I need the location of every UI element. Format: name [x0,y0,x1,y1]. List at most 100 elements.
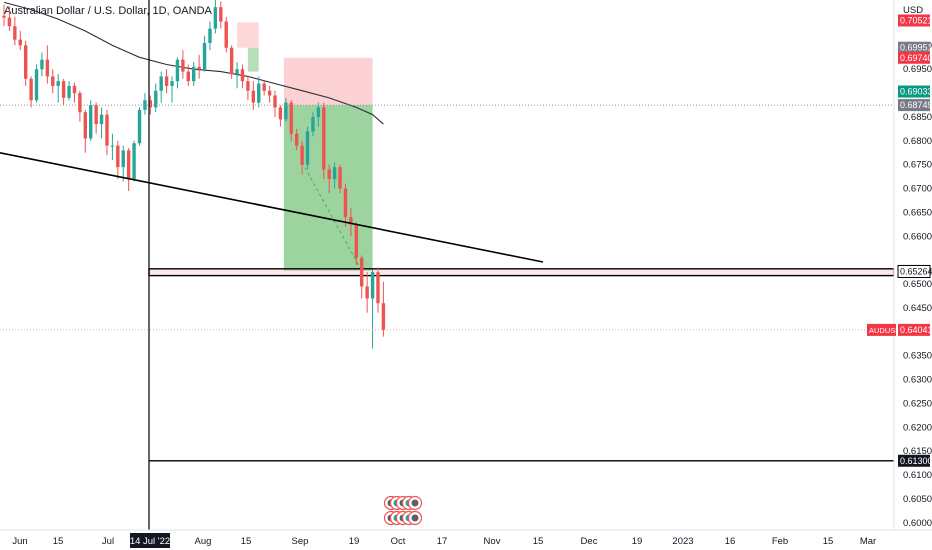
candle-body [94,105,98,125]
candle-body [121,150,125,168]
x-tick-label: 15 [241,536,252,547]
candle-body [23,45,28,79]
candle-body [224,21,228,48]
candle-body [192,66,196,82]
candle-body [305,131,310,165]
candle-body [251,90,256,103]
event-icons[interactable] [383,495,423,526]
tag-0.70521-bg [898,14,930,27]
tag-0.68749-bg [898,99,930,112]
x-tick-label: Oct [391,536,406,547]
candle-body [208,28,212,43]
candle-body [67,85,71,98]
candle-body [61,81,66,98]
drawing-layer[interactable] [148,22,895,277]
candle-body [137,109,142,144]
candles-layer [2,0,386,349]
time-axis[interactable]: Jun 15 Jul 14 Jul '22 Aug 15 Sep 19 Oct 17 Nov 15 De… [0,529,932,548]
x-tick-label: 15 [533,536,544,547]
candle-body [175,59,180,82]
x-tick-label: Aug [195,536,212,547]
candle-body [132,143,136,180]
candle-body [278,107,283,120]
candle-body [18,39,22,46]
candle-body [202,42,207,70]
candle-body [181,59,185,72]
candle-body [327,169,331,180]
candle-body [89,105,93,139]
candle-body [284,102,288,120]
candle-body [40,59,44,70]
tag-0.68749: 0.68749 [900,100,932,110]
candle-body [159,76,163,91]
crosshair-date-bg [130,533,170,548]
tag-0.70521: 0.70521 [900,15,932,25]
lines-layer[interactable] [0,0,894,530]
x-tick-label: 16 [725,536,736,547]
tag-audusd-0.64041-bg [898,323,930,336]
event-flag-core [411,499,419,507]
candle-body [338,167,342,189]
symbol-tag-label: AUDUSD [869,326,901,335]
x-tick-label: Jul [102,536,114,547]
candle-body [13,26,17,40]
candle-body [229,47,234,75]
x-tick-label: Mar [860,536,876,547]
x-tick-label: 2023 [672,536,693,547]
event-flag-core [411,514,419,522]
candle-body [148,100,153,108]
event-flag-icon [407,495,423,511]
tag-0.69951-bg [898,41,930,54]
projection-dashed-line [301,162,363,272]
crosshair-date-label: 14 Jul '22 [130,536,170,547]
tag-0.69033-bg [898,85,930,98]
candle-body [354,224,358,258]
candle-body [381,303,386,330]
candle-body [7,17,12,27]
candle-body [235,69,239,75]
tag-0.65264: 0.65264 [900,266,932,276]
candle-body [197,66,201,70]
chart-title: Australian Dollar / U.S. Dollar, 1D, OAN… [4,5,212,17]
candle-body [365,286,369,299]
candle-body [257,83,261,103]
tag-0.69951: 0.69951 [900,43,932,53]
candle-body [154,90,158,108]
candle-body [45,59,50,77]
event-flag-icon [407,510,423,526]
candle-body [332,167,337,180]
candle-body [170,81,174,86]
candle-body [246,81,250,91]
candle-body [99,114,104,125]
currency-label: USD [903,5,923,16]
candle-body [262,83,266,91]
candle-body [164,76,169,86]
earlier-profit-zone [247,47,259,72]
candle-body [289,102,293,134]
candle-body [273,95,277,108]
tag-0.61300-bg [898,454,930,467]
candle-body [322,107,326,170]
candle-body [105,114,109,146]
x-tick-label: 19 [349,536,360,547]
moving-average-line [3,1,384,125]
candle-body [116,145,120,168]
candle-body [267,90,272,96]
x-tick-label: Feb [772,536,788,547]
x-tick-label: 17 [437,536,448,547]
candle-body [2,15,6,18]
